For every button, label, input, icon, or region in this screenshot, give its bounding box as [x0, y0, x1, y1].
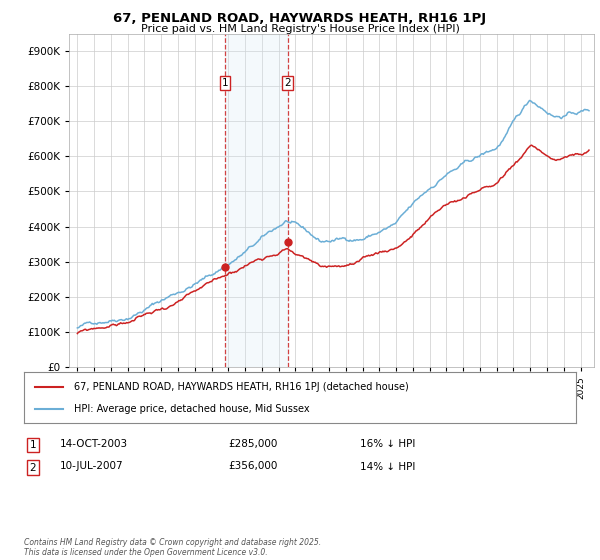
Text: £285,000: £285,000 [228, 439, 277, 449]
Text: 16% ↓ HPI: 16% ↓ HPI [360, 439, 415, 449]
Text: HPI: Average price, detached house, Mid Sussex: HPI: Average price, detached house, Mid … [74, 404, 310, 414]
Text: 14% ↓ HPI: 14% ↓ HPI [360, 461, 415, 472]
Text: Contains HM Land Registry data © Crown copyright and database right 2025.
This d: Contains HM Land Registry data © Crown c… [24, 538, 321, 557]
Text: 1: 1 [221, 78, 228, 88]
Text: 2: 2 [284, 78, 291, 88]
Bar [225, 34, 287, 367]
Text: 14-OCT-2003: 14-OCT-2003 [60, 439, 128, 449]
Text: 67, PENLAND ROAD, HAYWARDS HEATH, RH16 1PJ (detached house): 67, PENLAND ROAD, HAYWARDS HEATH, RH16 1… [74, 381, 409, 391]
Text: 2: 2 [29, 463, 37, 473]
Text: Price paid vs. HM Land Registry's House Price Index (HPI): Price paid vs. HM Land Registry's House … [140, 24, 460, 34]
Text: 67, PENLAND ROAD, HAYWARDS HEATH, RH16 1PJ: 67, PENLAND ROAD, HAYWARDS HEATH, RH16 1… [113, 12, 487, 25]
Text: £356,000: £356,000 [228, 461, 277, 472]
Text: 10-JUL-2007: 10-JUL-2007 [60, 461, 124, 472]
Text: 1: 1 [29, 440, 37, 450]
